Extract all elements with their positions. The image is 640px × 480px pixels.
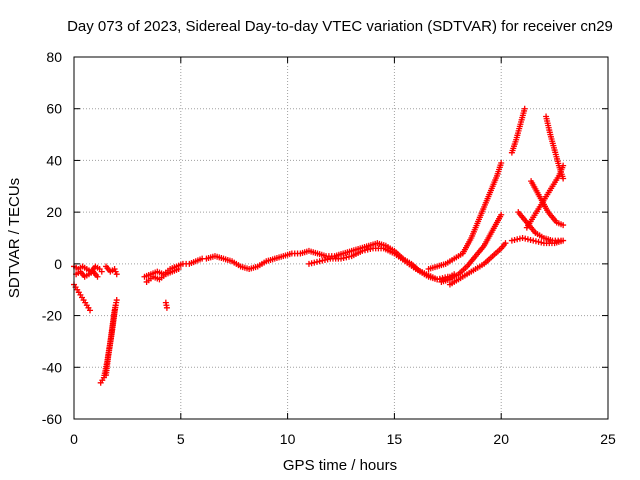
data-point <box>98 268 105 275</box>
y-axis-label: SDTVAR / TECUs <box>6 178 23 298</box>
data-point <box>560 222 567 229</box>
x-tick-label: 5 <box>177 431 185 447</box>
data-point <box>175 266 182 273</box>
y-tick-label: 40 <box>46 152 62 168</box>
data-series-seg-early-drop <box>71 281 94 314</box>
x-tick-label: 10 <box>280 431 296 447</box>
data-series-seg-rise-lower <box>143 266 182 285</box>
data-series-seg-deep-dip-2 <box>103 302 119 379</box>
y-tick-label: 20 <box>46 204 62 220</box>
x-tick-label: 0 <box>70 431 78 447</box>
data-point <box>558 237 565 244</box>
data-series-seg-late-arc-5 <box>543 113 567 182</box>
data-point <box>87 307 94 314</box>
data-point <box>498 211 505 218</box>
y-tick-label: -40 <box>42 359 62 375</box>
y-tick-label: -20 <box>42 308 62 324</box>
data-point <box>521 105 528 112</box>
y-tick-label: 80 <box>46 49 62 65</box>
data-point <box>502 240 509 247</box>
data-series-seg-mid-lower <box>305 245 451 283</box>
y-tick-label: 60 <box>46 101 62 117</box>
plot-frame <box>73 56 609 420</box>
x-axis-label: GPS time / hours <box>283 457 397 474</box>
data-series-seg-rise <box>141 255 206 280</box>
data-point <box>498 160 505 167</box>
data-series-seg-wave-b <box>438 211 505 285</box>
x-tick-label: 25 <box>600 431 616 447</box>
data-point <box>112 302 119 309</box>
data-series-seg-late-arc-1 <box>508 105 528 156</box>
data-marks <box>71 105 567 386</box>
data-point <box>560 175 567 182</box>
data-series-seg-early-band <box>73 268 101 280</box>
data-series-seg-early-tail <box>103 263 120 278</box>
y-tick-label: 0 <box>54 256 62 272</box>
data-point <box>163 304 170 311</box>
y-tick-label: -60 <box>42 411 62 427</box>
x-tick-label: 20 <box>493 431 509 447</box>
x-tick-label: 15 <box>387 431 403 447</box>
data-point <box>94 273 101 280</box>
data-series-seg-wave-a <box>425 160 505 273</box>
grid <box>74 57 608 419</box>
axis-ticks: 0 5 10 15 20 25 -60 -40 -20 0 20 40 60 80 <box>42 49 616 447</box>
data-series-seg-wave-c <box>446 240 509 288</box>
data-series-seg-isolated <box>162 299 170 311</box>
data-series-seg-late-arc-6 <box>528 178 567 229</box>
chart-title: Day 073 of 2023, Sidereal Day-to-day VTE… <box>67 18 613 35</box>
data-point <box>113 271 120 278</box>
data-point <box>113 297 120 304</box>
